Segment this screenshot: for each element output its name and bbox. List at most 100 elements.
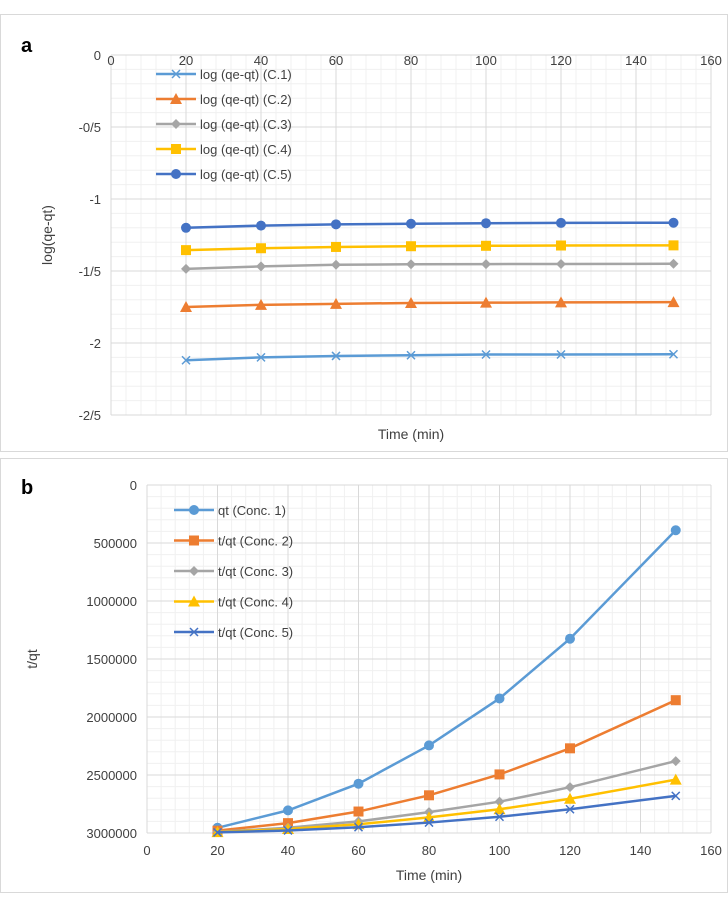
chart-b-legend-marker	[189, 535, 199, 546]
chart-b-legend-label: t/qt (Conc. 4)	[218, 595, 293, 610]
chart-b-svg: 0 20 40 60 80 100 120 140 160 0 500000 1000000 15000…	[24, 478, 722, 883]
chart-b-series-1-point	[353, 778, 364, 789]
chart-a-legend-label: log (qe-qt) (C.3)	[200, 117, 292, 132]
chart-panel-a: a 0 20 40 60 80 100 120 140 160 0 -0/5 -1 -1/5 -2 -2/5…	[0, 14, 728, 452]
chart-a-series-4-point	[668, 240, 679, 251]
chart-a-series-3-point	[668, 258, 679, 269]
chart-a-series-1-point	[481, 349, 491, 360]
chart-a-legend-marker	[171, 169, 181, 179]
chart-a-series-5-point	[481, 218, 491, 229]
chart-b-series-2-point	[670, 695, 681, 706]
chart-b-series-5-point	[283, 825, 293, 835]
chart-b-x-tick-label: 120	[559, 843, 581, 858]
chart-a-legend-item: log (qe-qt) (C.1)	[156, 67, 292, 82]
chart-a-series-2-point	[667, 296, 680, 308]
chart-a-series-3-point	[406, 259, 416, 270]
chart-b-y-tick-label: 2000000	[86, 710, 137, 725]
chart-a-legend-item: log (qe-qt) (C.4)	[156, 142, 292, 157]
chart-a-y-tick-label: -2/5	[79, 408, 101, 423]
chart-a-series-2-point	[405, 296, 417, 308]
chart-b-series-3-point	[670, 756, 681, 767]
chart-a-series-2-point	[255, 298, 267, 310]
chart-a-x-tick-label: 160	[700, 53, 722, 68]
chart-b-series-1-point	[670, 525, 681, 536]
chart-b-series-5-point	[565, 804, 575, 814]
chart-a-series-1-point	[406, 350, 416, 360]
chart-a-svg: 0 20 40 60 80 100 120 140 160 0 -0/5 -1 -1/5 -2 -2/5 Ti…	[39, 48, 722, 442]
chart-b-series-3-point	[565, 782, 575, 793]
chart-a-series-2-point	[480, 296, 492, 308]
chart-a-legend-item: log (qe-qt) (C.2)	[156, 92, 292, 107]
chart-b-series-2-point	[494, 769, 505, 780]
chart-b-y-tick-label: 0	[130, 478, 137, 493]
chart-a-series-5-point	[181, 222, 191, 233]
chart-b-legend-label: t/qt (Conc. 5)	[218, 625, 293, 640]
chart-b-series-1-point	[424, 740, 434, 751]
chart-a-series-5-point	[556, 217, 566, 228]
chart-a-x-tick-label: 0	[107, 53, 114, 68]
chart-b-legend-marker	[189, 566, 199, 576]
chart-b-y-tick-label: 2500000	[86, 768, 137, 783]
chart-a-series-3-point	[181, 263, 191, 274]
chart-a-series-5-point	[256, 220, 266, 231]
chart-b-x-tick-label: 140	[630, 843, 652, 858]
chart-a-series-4-point	[331, 241, 341, 252]
chart-a-x-tick-label: 100	[475, 53, 497, 68]
chart-b-series-5-point	[353, 822, 364, 832]
chart-a-x-tick-label: 40	[254, 53, 268, 68]
chart-b-legend-label: t/qt (Conc. 2)	[218, 534, 293, 549]
chart-a-legend-label: log (qe-qt) (C.5)	[200, 167, 292, 182]
chart-a-series-1-point	[331, 351, 341, 361]
chart-b-legend-label: t/qt (Conc. 3)	[218, 564, 293, 579]
chart-a-series-4-point	[181, 245, 191, 256]
chart-a-series-3-point	[481, 259, 491, 270]
chart-a-x-tick-label: 60	[329, 53, 343, 68]
chart-a-legend-marker	[171, 144, 181, 154]
chart-a-series-4-point	[556, 240, 566, 251]
chart-b-legend-marker	[189, 505, 199, 515]
chart-b-series-5-point	[494, 812, 505, 822]
chart-b-x-tick-label: 20	[210, 843, 224, 858]
chart-b-y-axis-title: t/qt	[24, 649, 40, 669]
chart-a-series-4-point	[406, 241, 416, 252]
chart-a-series-5-point	[331, 219, 341, 230]
chart-a-legend: log (qe-qt) (C.1) log (qe-qt) (C.2) log (q…	[156, 67, 292, 182]
chart-a-legend-item: log (qe-qt) (C.3)	[156, 117, 292, 132]
chart-a-legend-item: log (qe-qt) (C.5)	[156, 167, 292, 182]
panel-label-a: a	[21, 35, 33, 57]
chart-a-legend-marker	[170, 93, 182, 104]
chart-b-y-tick-label: 500000	[94, 536, 137, 551]
chart-a-series-3-point	[256, 261, 266, 272]
chart-b-series-1-point	[565, 633, 575, 644]
chart-b-x-tick-label: 160	[700, 843, 722, 858]
chart-a-series-4	[181, 240, 679, 256]
chart-a-series-3-point	[556, 258, 566, 269]
chart-a-series-1-point	[668, 349, 679, 359]
chart-b-series-5-point	[424, 818, 434, 828]
chart-b-x-tick-label: 40	[281, 843, 295, 858]
chart-b-series-4-point	[669, 773, 682, 785]
chart-a-series-1-point	[256, 352, 266, 362]
chart-b-series-5-point	[212, 827, 223, 837]
chart-a-series-3-point	[331, 259, 341, 270]
chart-panel-b: b 0 20 40 60 80 100 120 140 160 0 500000 1000000 150…	[0, 458, 728, 893]
chart-a-series-1-point	[556, 349, 566, 360]
chart-a-legend-label: log (qe-qt) (C.2)	[200, 92, 292, 107]
chart-a-y-tick-label: -1	[89, 192, 101, 207]
chart-b-series-3-point	[494, 796, 505, 807]
chart-a-y-tick-label: -2	[89, 336, 101, 351]
chart-b-x-tick-label: 0	[143, 843, 150, 858]
chart-a-x-axis-title: Time (min)	[378, 426, 444, 442]
chart-a-x-tick-label: 140	[625, 53, 647, 68]
chart-b-series-2-point	[565, 743, 575, 754]
chart-b-series-2-point	[424, 790, 434, 801]
chart-a-series-1	[181, 349, 679, 365]
chart-b-y-tick-label: 3000000	[86, 826, 137, 841]
chart-b-legend-item: t/qt (Conc. 5)	[174, 625, 293, 640]
chart-b-series-2-point	[353, 806, 364, 817]
chart-b-x-axis-title: Time (min)	[396, 867, 462, 883]
chart-b-legend-item: qt (Conc. 1)	[174, 503, 286, 518]
chart-a-legend-label: log (qe-qt) (C.4)	[200, 142, 292, 157]
chart-a-y-axis-title: log(qe-qt)	[39, 205, 55, 265]
chart-a-series-4-point	[481, 240, 491, 251]
